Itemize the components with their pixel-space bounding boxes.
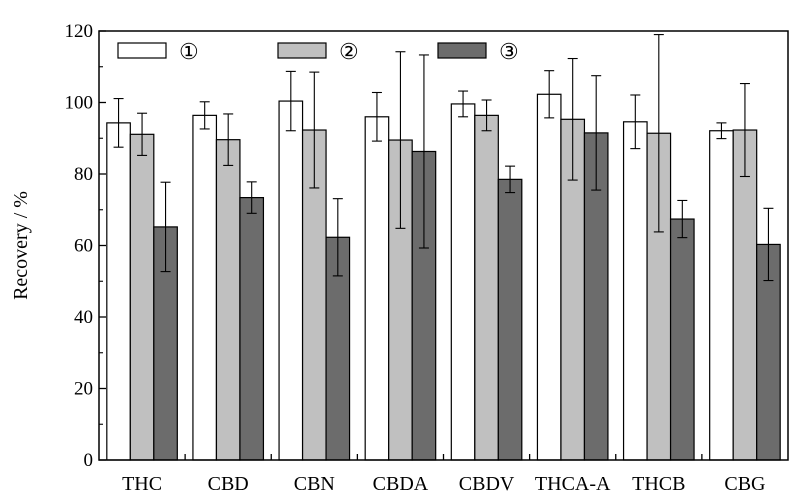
bar-thc-series-1: [106, 122, 131, 461]
y-tick-label: 20: [74, 379, 93, 400]
x-tick-label: CBN: [294, 473, 335, 494]
legend-label-series-1: ①: [179, 39, 199, 64]
x-tick-label: CBD: [208, 473, 249, 494]
x-tick-label: CBG: [724, 473, 765, 494]
y-tick-label: 60: [74, 236, 93, 257]
x-tick-label: THC: [122, 473, 162, 494]
y-tick-label: 0: [84, 450, 94, 471]
y-axis: 0 20 40 60 80 100 120: [65, 21, 106, 471]
y-tick-label: 120: [65, 21, 94, 42]
bar-cbda-series-1: [364, 116, 390, 461]
legend: ① ② ③: [117, 39, 519, 64]
y-tick-label: 80: [74, 164, 93, 185]
bar-thcb-series-3: [669, 218, 695, 461]
legend-label-series-2: ②: [339, 39, 359, 64]
x-tick-label: CBDV: [459, 473, 515, 494]
legend-swatch-series-2: [277, 42, 327, 59]
bar-cbdv-series-3: [497, 178, 523, 461]
x-tick-label: CBDA: [373, 473, 429, 494]
bar-cbd-series-3: [239, 196, 265, 461]
legend-swatch-series-1: [117, 42, 167, 59]
error-bars-layer: [113, 34, 774, 282]
bars-layer: [106, 93, 781, 461]
x-tick-label: THCA-A: [535, 473, 611, 494]
bar-thc-series-2: [129, 133, 155, 461]
bar-cbg-series-1: [709, 130, 734, 461]
x-tick-label: THCB: [632, 473, 685, 494]
bar-cbdv-series-1: [450, 103, 476, 461]
bar-cbn-series-1: [278, 100, 304, 461]
bar-thcb-series-1: [622, 121, 648, 461]
y-tick-label: 40: [74, 307, 93, 328]
bar-cbg-series-2: [732, 129, 758, 461]
x-axis: THC CBD CBN CBDA CBDV THCA-A THCB CBG: [122, 454, 766, 494]
bar-thca-a-series-1: [536, 93, 562, 461]
y-tick-label: 100: [65, 93, 94, 114]
bar-cbdv-series-2: [474, 114, 499, 461]
bar-cbd-series-1: [192, 114, 218, 461]
bar-cbd-series-2: [215, 139, 241, 461]
legend-swatch-series-3: [437, 42, 487, 59]
y-axis-label: Recovery / %: [10, 191, 32, 300]
legend-label-series-3: ③: [499, 39, 519, 64]
